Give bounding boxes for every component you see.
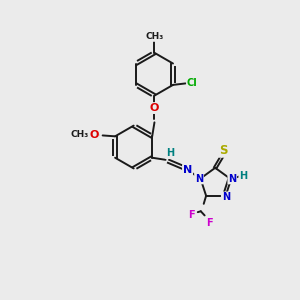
Text: H: H [166,148,174,158]
Text: S: S [219,144,227,157]
Text: N: N [183,165,192,175]
Text: N: N [222,192,230,202]
Text: N: N [228,173,236,184]
Text: N: N [195,173,203,184]
Text: O: O [150,103,159,113]
Text: F: F [206,218,212,227]
Text: CH₃: CH₃ [145,32,164,41]
Text: Cl: Cl [187,78,198,88]
Text: F: F [188,210,195,220]
Text: O: O [90,130,99,140]
Text: CH₃: CH₃ [71,130,89,139]
Text: H: H [239,170,247,181]
